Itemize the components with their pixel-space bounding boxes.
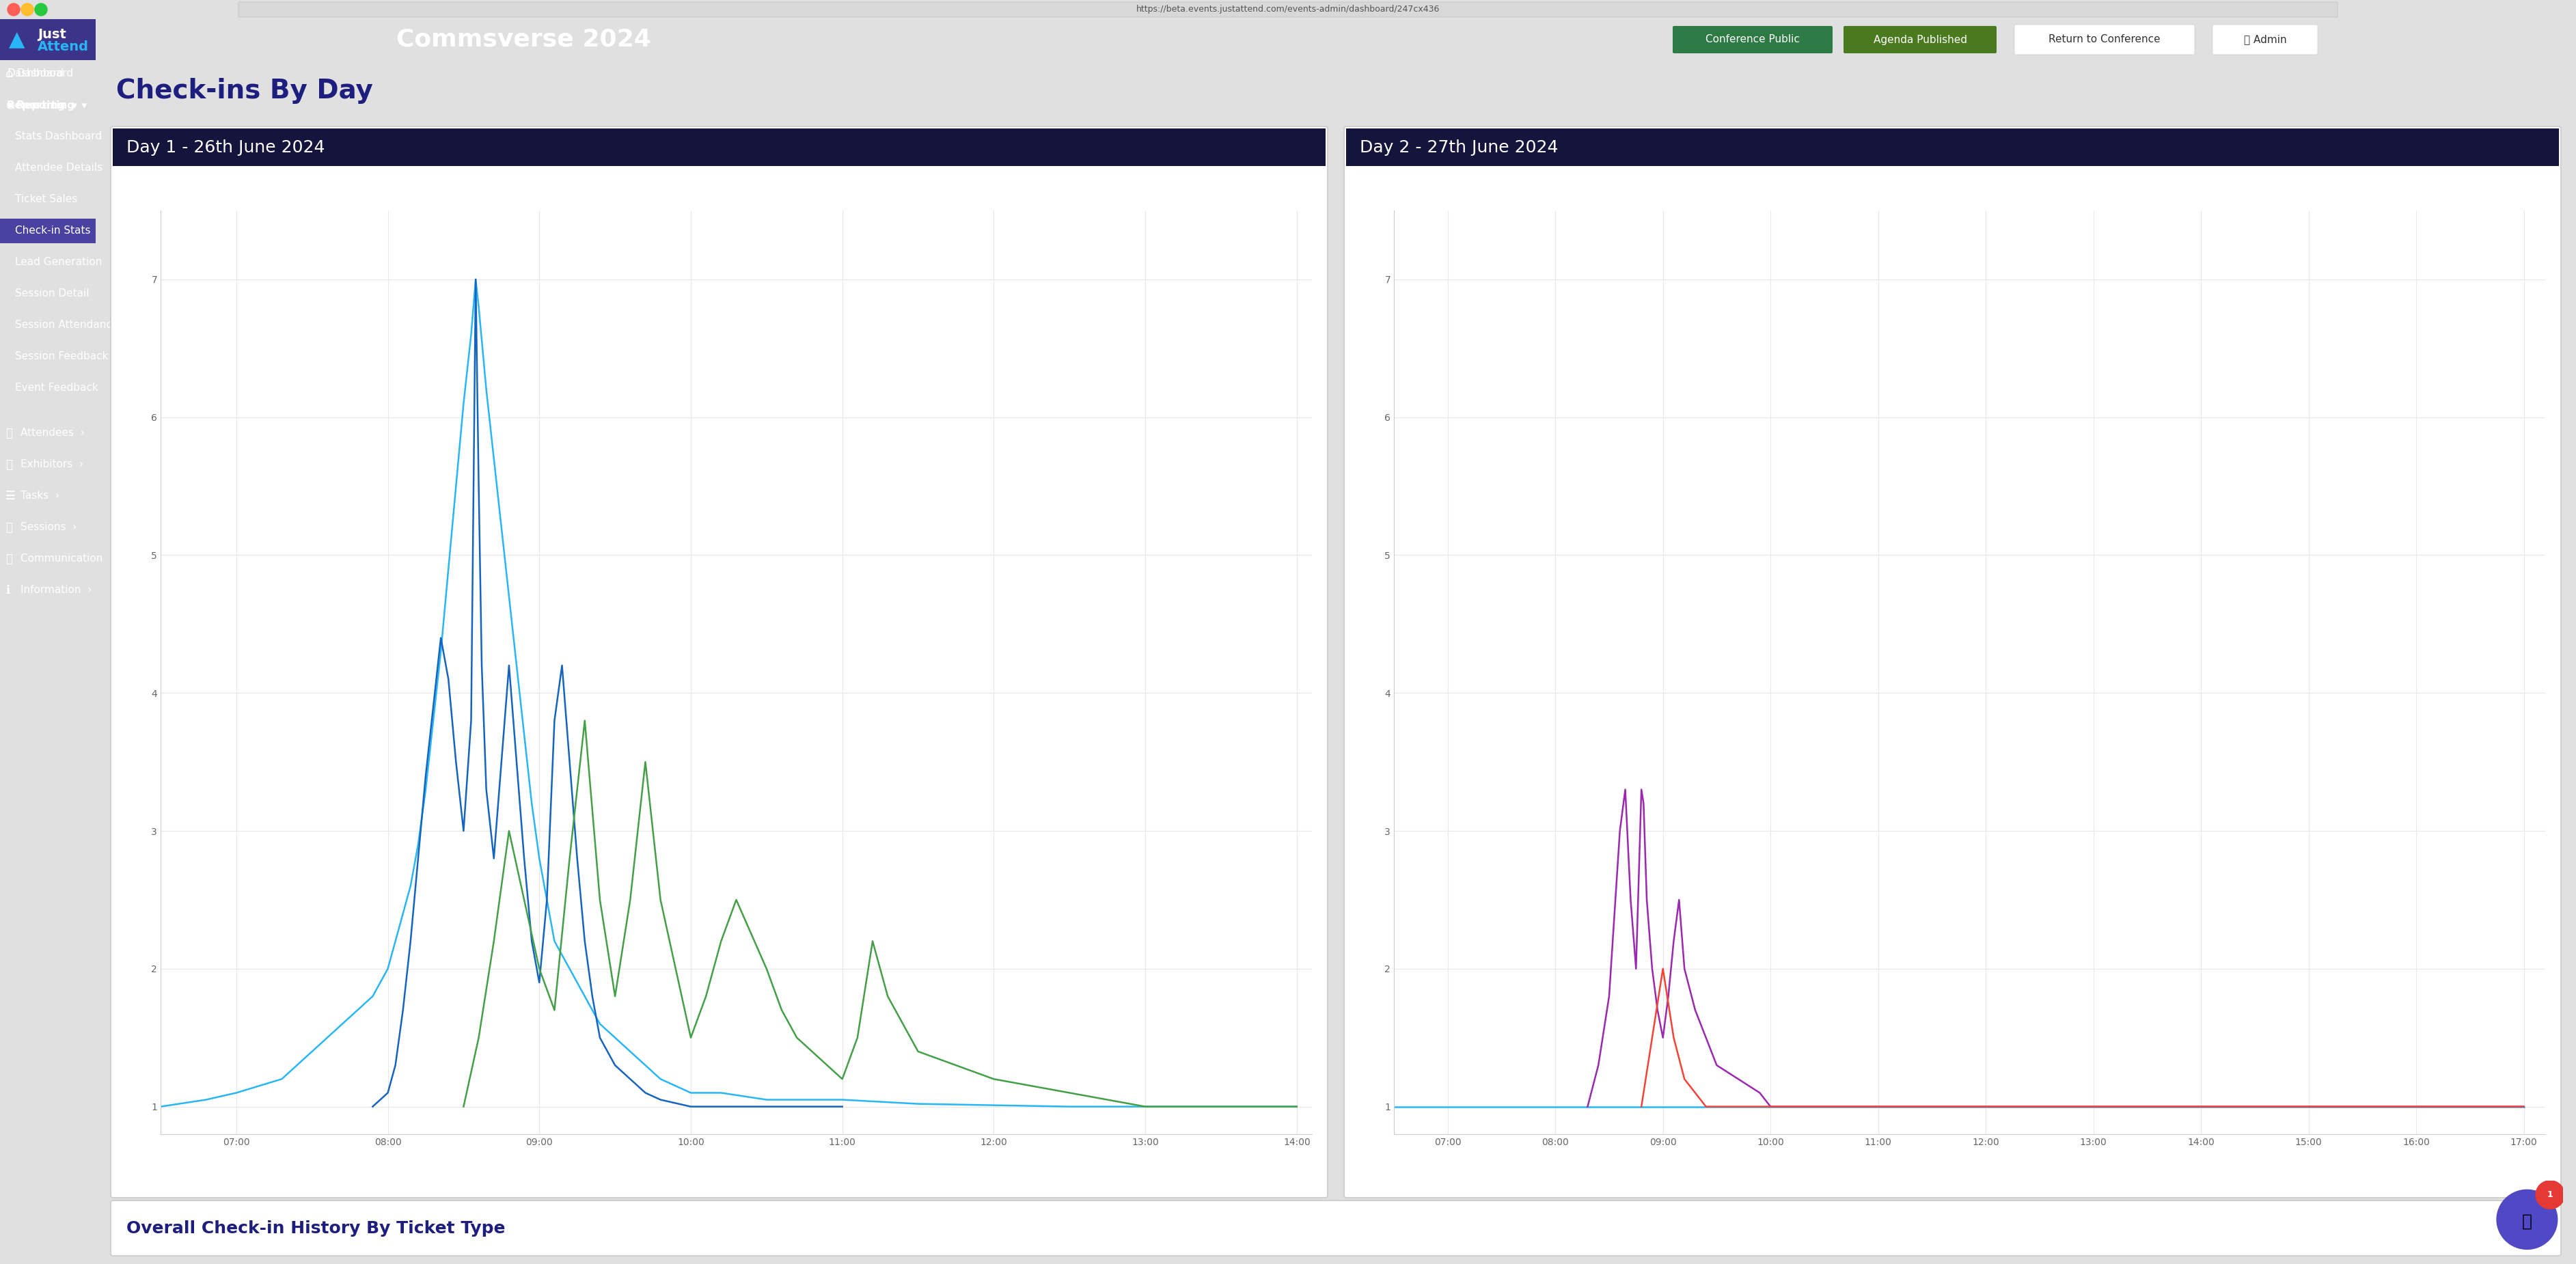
- Text: ⌂: ⌂: [5, 68, 13, 80]
- Text: Attend: Attend: [39, 40, 88, 53]
- Text: Agenda Published: Agenda Published: [1873, 34, 1968, 44]
- Text: Session Feedback: Session Feedback: [15, 351, 108, 362]
- Text: Ticket Sales: Ticket Sales: [15, 195, 77, 205]
- FancyBboxPatch shape: [1844, 27, 1996, 53]
- Text: Day 2 - 27th June 2024: Day 2 - 27th June 2024: [1360, 139, 1558, 155]
- Text: Attendee Details: Attendee Details: [15, 163, 103, 173]
- Circle shape: [21, 4, 33, 15]
- Text: 📅: 📅: [5, 521, 13, 533]
- FancyBboxPatch shape: [2213, 24, 2318, 54]
- Bar: [1347, 129, 2558, 166]
- Text: Reporting  ▾: Reporting ▾: [8, 100, 77, 110]
- Text: Overall Check-in History By Ticket Type: Overall Check-in History By Ticket Type: [126, 1220, 505, 1236]
- Text: ℹ: ℹ: [5, 584, 10, 597]
- Bar: [0, 19, 95, 61]
- FancyBboxPatch shape: [111, 1201, 2561, 1256]
- Text: Tasks  ›: Tasks ›: [21, 490, 59, 501]
- Bar: [113, 129, 1327, 166]
- Circle shape: [2535, 1181, 2566, 1208]
- Text: Session Detail: Session Detail: [15, 288, 90, 298]
- Text: Event Feedback: Event Feedback: [15, 383, 98, 393]
- Circle shape: [8, 4, 21, 15]
- Text: ◉: ◉: [5, 100, 15, 110]
- Text: Reporting  ▾: Reporting ▾: [15, 100, 88, 110]
- Text: Check-in Stats: Check-in Stats: [15, 226, 90, 236]
- FancyBboxPatch shape: [1672, 27, 1832, 53]
- Text: Sessions  ›: Sessions ›: [21, 522, 77, 532]
- FancyBboxPatch shape: [240, 3, 2336, 18]
- Text: 💬: 💬: [5, 552, 13, 565]
- Text: Check-ins By Day: Check-ins By Day: [116, 78, 374, 104]
- FancyBboxPatch shape: [1345, 126, 2561, 1198]
- Text: ▲: ▲: [10, 30, 26, 51]
- Bar: [0, 219, 95, 243]
- Text: Day 1 - 26th June 2024: Day 1 - 26th June 2024: [126, 139, 325, 155]
- FancyBboxPatch shape: [2014, 24, 2195, 54]
- Circle shape: [36, 4, 46, 15]
- Text: Return to Conference: Return to Conference: [2048, 34, 2161, 44]
- Text: Stats Dashboard: Stats Dashboard: [15, 131, 103, 142]
- Text: Conference Public: Conference Public: [1705, 34, 1801, 44]
- Text: 👥: 👥: [5, 427, 13, 440]
- Text: Communication  ›: Communication ›: [21, 554, 113, 564]
- Text: Session Attendance: Session Attendance: [15, 320, 118, 330]
- Text: https://beta.events.justattend.com/events-admin/dashboard/247cx436: https://beta.events.justattend.com/event…: [1136, 5, 1440, 14]
- Circle shape: [2496, 1189, 2558, 1249]
- Text: Commsverse 2024: Commsverse 2024: [397, 28, 652, 52]
- Text: Exhibitors  ›: Exhibitors ›: [21, 460, 82, 470]
- Text: ☰: ☰: [5, 490, 15, 502]
- Text: Lead Generation: Lead Generation: [15, 258, 103, 268]
- Text: 💬: 💬: [2522, 1213, 2532, 1230]
- Text: 👤 Admin: 👤 Admin: [2244, 34, 2287, 44]
- Text: Dashboard: Dashboard: [8, 68, 64, 78]
- Text: Dashboard: Dashboard: [15, 68, 72, 78]
- Text: 🏢: 🏢: [5, 459, 13, 470]
- Text: Attendees  ›: Attendees ›: [21, 428, 85, 439]
- Text: Information  ›: Information ›: [21, 585, 93, 595]
- Text: 1: 1: [2548, 1191, 2553, 1200]
- Text: Just: Just: [39, 28, 67, 40]
- FancyBboxPatch shape: [111, 126, 1327, 1198]
